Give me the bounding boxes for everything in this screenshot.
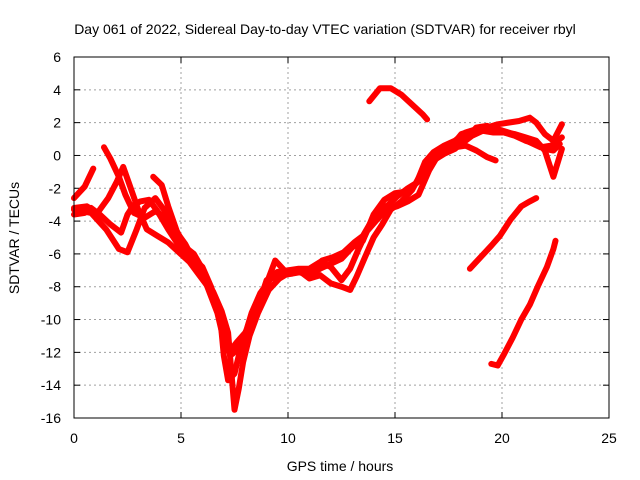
y-tick-label: -8 <box>49 279 62 295</box>
y-tick-label: 0 <box>53 147 61 163</box>
series-track-8 <box>430 142 499 164</box>
series-track-9 <box>466 195 540 272</box>
y-tick-label: 4 <box>53 82 61 98</box>
y-tick-label: 2 <box>53 115 61 131</box>
grid <box>74 57 609 418</box>
x-tick-label: 20 <box>494 430 510 446</box>
series-track-2 <box>71 114 565 354</box>
series-track-3 <box>71 126 563 357</box>
x-tick-label: 10 <box>280 430 296 446</box>
series-track-7 <box>366 85 431 123</box>
y-tick-label: -6 <box>49 246 62 262</box>
x-tick-label: 25 <box>601 430 617 446</box>
x-tick-label: 5 <box>177 430 185 446</box>
y-axis-label: SDTVAR / TECUs <box>6 182 22 294</box>
plot-frame <box>73 56 610 419</box>
series-track-1 <box>71 165 97 202</box>
y-tick-label: -10 <box>41 312 61 328</box>
y-tick-label: -16 <box>41 410 61 426</box>
y-tick-label: -12 <box>41 344 61 360</box>
series-track-10 <box>488 237 559 369</box>
y-tick-label: -4 <box>49 213 62 229</box>
x-tick-label: 15 <box>387 430 403 446</box>
series-group <box>71 85 565 413</box>
x-tick-label: 0 <box>70 430 78 446</box>
series-track-4 <box>71 122 565 384</box>
y-tick-label: 6 <box>53 49 61 65</box>
chart-title: Day 061 of 2022, Sidereal Day-to-day VTE… <box>74 21 576 37</box>
y-tick-label: -2 <box>49 180 62 196</box>
series-track-6 <box>150 173 236 356</box>
axis-ticks: 0 5 10 15 20 25 -16 -14 -12 -10 -8 -6 -4 -2 0 2 4 6 <box>41 49 617 446</box>
y-tick-label: -14 <box>41 377 61 393</box>
x-axis-label: GPS time / hours <box>287 458 394 474</box>
